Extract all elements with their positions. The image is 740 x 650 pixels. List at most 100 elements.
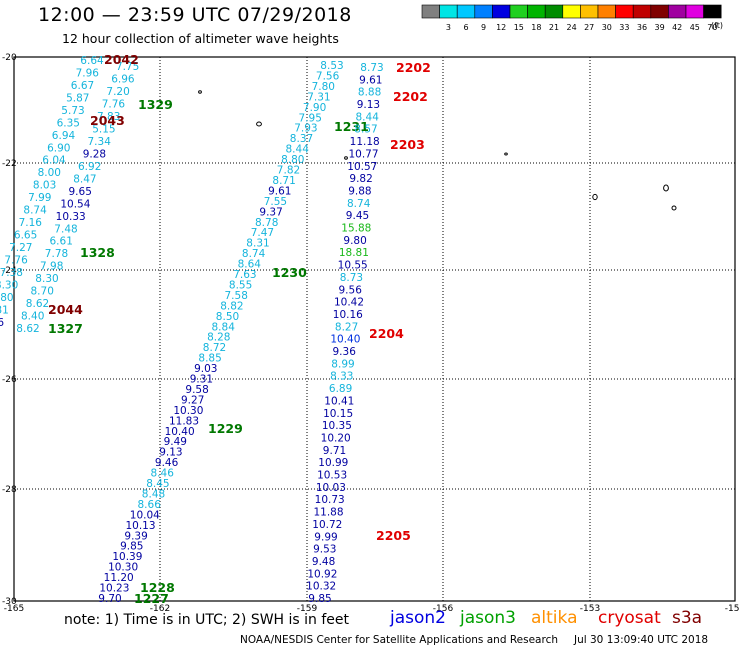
wave-height-value: 8.66 xyxy=(138,499,162,511)
lat-tick-label: -26 xyxy=(2,375,17,385)
color-scale-swatch xyxy=(439,4,458,19)
wave-height-value: 7.38 xyxy=(0,267,23,279)
island-outline xyxy=(198,90,202,94)
generated-timestamp: Jul 30 13:09:40 UTC 2018 xyxy=(574,634,709,646)
page-subtitle: 12 hour collection of altimeter wave hei… xyxy=(62,31,339,46)
pass-time-label: 1228 xyxy=(140,580,175,595)
wave-height-value: 9.36 xyxy=(0,317,4,329)
wave-height-value: 8.78 xyxy=(255,217,278,229)
wave-height-value: 9.13 xyxy=(357,99,380,111)
wave-height-value: 8.30 xyxy=(35,273,58,285)
wave-height-value: 5.73 xyxy=(61,105,84,117)
pass-time-label: 2202 xyxy=(396,60,431,75)
color-scale-swatch xyxy=(703,4,722,19)
satellite-legend-item: cryosat xyxy=(598,608,661,628)
island-outline xyxy=(671,205,677,211)
wave-height-value: 18.81 xyxy=(339,247,369,259)
color-scale-swatch xyxy=(492,4,511,19)
color-scale-label: 15 xyxy=(514,23,524,32)
wave-height-value: 6.67 xyxy=(71,80,94,92)
wave-height-value: 7.76 xyxy=(4,254,28,266)
lon-tick-label: -150 xyxy=(725,604,740,614)
wave-height-value: 8.00 xyxy=(38,167,61,179)
color-scale-swatch xyxy=(527,4,546,19)
wave-height-value: 10.33 xyxy=(56,211,86,223)
color-scale-label: 21 xyxy=(549,23,559,32)
altimeter-track: 8.739.618.889.138.448.5711.1810.7710.579… xyxy=(306,60,431,605)
lat-tick-label: -30 xyxy=(2,597,17,607)
color-scale-swatch xyxy=(597,4,616,19)
wave-height-value: 7.78 xyxy=(45,248,68,260)
wave-height-value: 9.61 xyxy=(268,185,291,197)
wave-height-value: 7.99 xyxy=(28,192,51,204)
wave-height-value: 6.35 xyxy=(57,117,80,129)
wave-height-value: 9.85 xyxy=(120,541,143,553)
wave-height-value: 7.27 xyxy=(9,242,32,254)
wave-height-value: 7.48 xyxy=(54,223,77,235)
wave-height-value: 7.63 xyxy=(233,269,256,281)
wave-height-value: 9.37 xyxy=(259,206,282,218)
wave-height-value: 8.31 xyxy=(246,238,269,250)
wave-height-value: 8.48 xyxy=(142,489,165,501)
wave-height-value: 8.50 xyxy=(216,311,239,323)
satellite-legend-item: altika xyxy=(531,608,578,628)
wave-height-value: 7.96 xyxy=(76,68,100,80)
color-scale-label: 3 xyxy=(446,23,451,32)
wave-height-value: 7.58 xyxy=(225,290,248,302)
wave-height-value: 11.88 xyxy=(313,507,343,519)
wave-height-value: 8.99 xyxy=(331,358,354,370)
pass-time-label: 2042 xyxy=(104,52,139,67)
wave-height-value: 9.03 xyxy=(194,363,217,375)
wave-height-value: 10.15 xyxy=(323,408,353,420)
island-outline xyxy=(663,184,669,192)
wave-height-value: 6.89 xyxy=(329,383,352,395)
wave-height-value: 6.04 xyxy=(42,155,66,167)
wave-height-value: 10.30 xyxy=(173,405,203,417)
pass-time-label: 2204 xyxy=(369,326,404,341)
wave-height-value: 8.73 xyxy=(340,272,363,284)
wave-height-value: 8.46 xyxy=(151,468,175,480)
wave-height-value: 9.13 xyxy=(159,447,182,459)
wave-height-value: 8.73 xyxy=(360,62,383,74)
wave-height-value: 10.40 xyxy=(330,334,360,346)
wave-height-value: 8.37 xyxy=(290,133,313,145)
wave-height-value: 6.94 xyxy=(52,130,76,142)
color-scale-label: 6 xyxy=(463,23,468,32)
wave-height-value: 8.47 xyxy=(73,173,96,185)
wave-height-value: 6.65 xyxy=(14,230,37,242)
wave-height-value: 8.64 xyxy=(238,259,262,271)
island-outline xyxy=(504,152,508,156)
wave-height-value: 9.71 xyxy=(323,445,346,457)
wave-height-value: 8.62 xyxy=(26,298,49,310)
pass-time-label: 1327 xyxy=(48,321,83,336)
color-scale-label: 12 xyxy=(496,23,506,32)
color-scale-swatch xyxy=(580,4,599,19)
wave-height-value: 10.20 xyxy=(321,433,351,445)
wave-height-value: 9.53 xyxy=(313,544,336,556)
wave-height-value: 10.92 xyxy=(307,568,337,580)
wave-height-value: 8.70 xyxy=(31,286,54,298)
wave-height-value: 10.99 xyxy=(318,457,348,469)
altimeter-track: 8.537.567.807.317.907.957.938.378.448.80… xyxy=(98,60,368,606)
wave-height-value: 8.74 xyxy=(23,205,47,217)
wave-height-value: 6.90 xyxy=(47,142,70,154)
wave-height-value: 8.80 xyxy=(281,154,304,166)
wave-height-value: 8.45 xyxy=(146,478,169,490)
wave-height-value: 9.82 xyxy=(349,173,372,185)
wave-height-value: 10.41 xyxy=(324,395,354,407)
wave-height-value: 7.80 xyxy=(0,292,14,304)
wave-height-value: 7.55 xyxy=(264,196,287,208)
wave-height-value: 8.82 xyxy=(220,300,243,312)
wave-height-value: 8.27 xyxy=(335,321,358,333)
wave-height-value: 9.61 xyxy=(359,74,382,86)
wave-height-value: 7.81 xyxy=(0,304,9,316)
wave-height-value: 10.40 xyxy=(165,426,195,438)
wave-height-value: 10.42 xyxy=(334,297,364,309)
wave-height-value: 10.32 xyxy=(306,581,336,593)
wave-height-value: 9.99 xyxy=(314,531,337,543)
wave-height-value: 10.04 xyxy=(130,509,160,521)
color-scale: 3 6 9 12 15 18 21 24 27 30 33 36 39 42 45 70 xyxy=(421,4,722,32)
wave-height-value: 7.83 xyxy=(97,111,120,123)
wave-height-value: 8.03 xyxy=(33,180,56,192)
wave-height-value: 9.58 xyxy=(185,384,208,396)
